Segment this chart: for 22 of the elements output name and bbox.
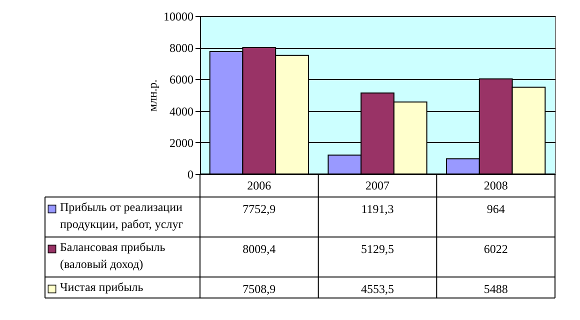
legend-label: Прибыль от реализации продукции, работ, услуг [60,200,184,231]
x-tick-label: 2008 [484,178,508,192]
data-label: 5488 [484,282,508,296]
x-tick-label: 2006 [247,178,272,192]
data-label: 6022 [484,242,508,256]
data-label: 8009,4 [242,242,276,256]
y-tick-label: 6000 [170,72,194,87]
data-label: 4553,5 [361,282,394,296]
x-tick-label: 2007 [366,178,390,192]
data-label: 5129,5 [361,242,394,256]
legend-label: Балансовая прибыль (валовый доход) [60,240,166,271]
data-label: 7752,9 [242,202,276,216]
y-tick-label: 10000 [164,10,194,24]
data-label: 7508,9 [242,282,276,296]
data-label: 964 [486,202,505,216]
y-tick-label: 0 [188,168,194,182]
data-label: 1191,3 [361,202,394,216]
y-tick-label: 2000 [170,136,194,150]
y-tick-label: 4000 [170,104,194,118]
y-tick-label: 8000 [170,41,194,56]
legend-label: Чистая прибыль [60,280,144,294]
y-axis-title: млн.р. [146,79,160,112]
